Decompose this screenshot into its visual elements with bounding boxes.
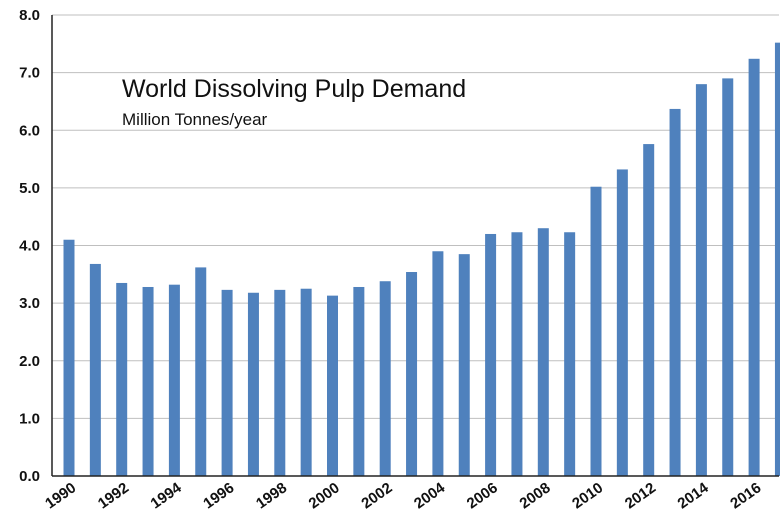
x-tick-label: 2010 xyxy=(569,479,606,512)
y-tick-label: 1.0 xyxy=(19,410,40,427)
x-tick-label: 1992 xyxy=(95,479,132,512)
x-tick-label: 2006 xyxy=(464,479,501,512)
x-tick-label: 2000 xyxy=(306,479,343,512)
bar-1991 xyxy=(89,263,101,476)
y-tick-label: 6.0 xyxy=(19,122,40,139)
bar-2001 xyxy=(353,286,365,476)
y-tick-label: 2.0 xyxy=(19,353,40,370)
bar-2007 xyxy=(511,232,523,476)
bar-1996 xyxy=(221,289,233,476)
y-tick-label: 0.0 xyxy=(19,468,40,485)
x-tick-label: 2012 xyxy=(622,479,659,512)
bar-2012 xyxy=(643,144,655,476)
x-tick-label: 1990 xyxy=(42,479,79,512)
y-tick-label: 3.0 xyxy=(19,295,40,312)
bar-2003 xyxy=(406,272,418,476)
x-tick-label: 2014 xyxy=(675,479,713,512)
bar-2005 xyxy=(458,254,470,476)
bars xyxy=(63,42,780,477)
bar-1990 xyxy=(63,239,75,476)
bar-1997 xyxy=(247,292,259,476)
x-tick-label: 1996 xyxy=(200,479,237,512)
bar-2002 xyxy=(379,281,391,476)
bar-1995 xyxy=(195,267,207,476)
bar-2000 xyxy=(327,295,338,476)
x-tick-label: 1994 xyxy=(148,479,186,512)
bar-2013 xyxy=(669,108,681,477)
y-tick-label: 5.0 xyxy=(19,180,40,197)
x-tick-label: 2004 xyxy=(411,479,449,512)
bar-2011 xyxy=(616,169,628,476)
x-tick-label: 1998 xyxy=(253,479,290,512)
y-tick-label: 4.0 xyxy=(19,238,40,255)
bar-2015 xyxy=(722,78,734,476)
bar-2016 xyxy=(748,58,760,477)
bar-2010 xyxy=(590,186,602,476)
bar-2017 xyxy=(774,42,780,476)
x-axis-tick-labels: 1990 1992 1994 1996 1998 2000 2002 2004 2006 2008… xyxy=(42,479,764,512)
bar-1998 xyxy=(274,289,286,476)
bar-2014 xyxy=(695,84,707,477)
y-axis-tick-labels: 0.0 1.0 2.0 3.0 4.0 5.0 6.0 7.0 8.0 xyxy=(19,7,40,485)
x-tick-label: 2016 xyxy=(727,479,764,512)
bar-2006 xyxy=(485,233,497,476)
x-tick-label: 2002 xyxy=(358,479,395,512)
x-tick-label: 2008 xyxy=(517,479,554,512)
chart-subtitle: Million Tonnes/year xyxy=(122,110,268,129)
bar-2009 xyxy=(564,232,576,476)
bar-1992 xyxy=(116,282,128,476)
bar-1994 xyxy=(168,284,180,476)
bar-1993 xyxy=(142,286,154,476)
bar-2008 xyxy=(537,228,549,476)
y-tick-label: 7.0 xyxy=(19,65,40,82)
chart-title: World Dissolving Pulp Demand xyxy=(122,75,466,103)
bar-2004 xyxy=(432,251,444,476)
bar-1999 xyxy=(300,288,312,476)
y-tick-label: 8.0 xyxy=(19,7,40,24)
